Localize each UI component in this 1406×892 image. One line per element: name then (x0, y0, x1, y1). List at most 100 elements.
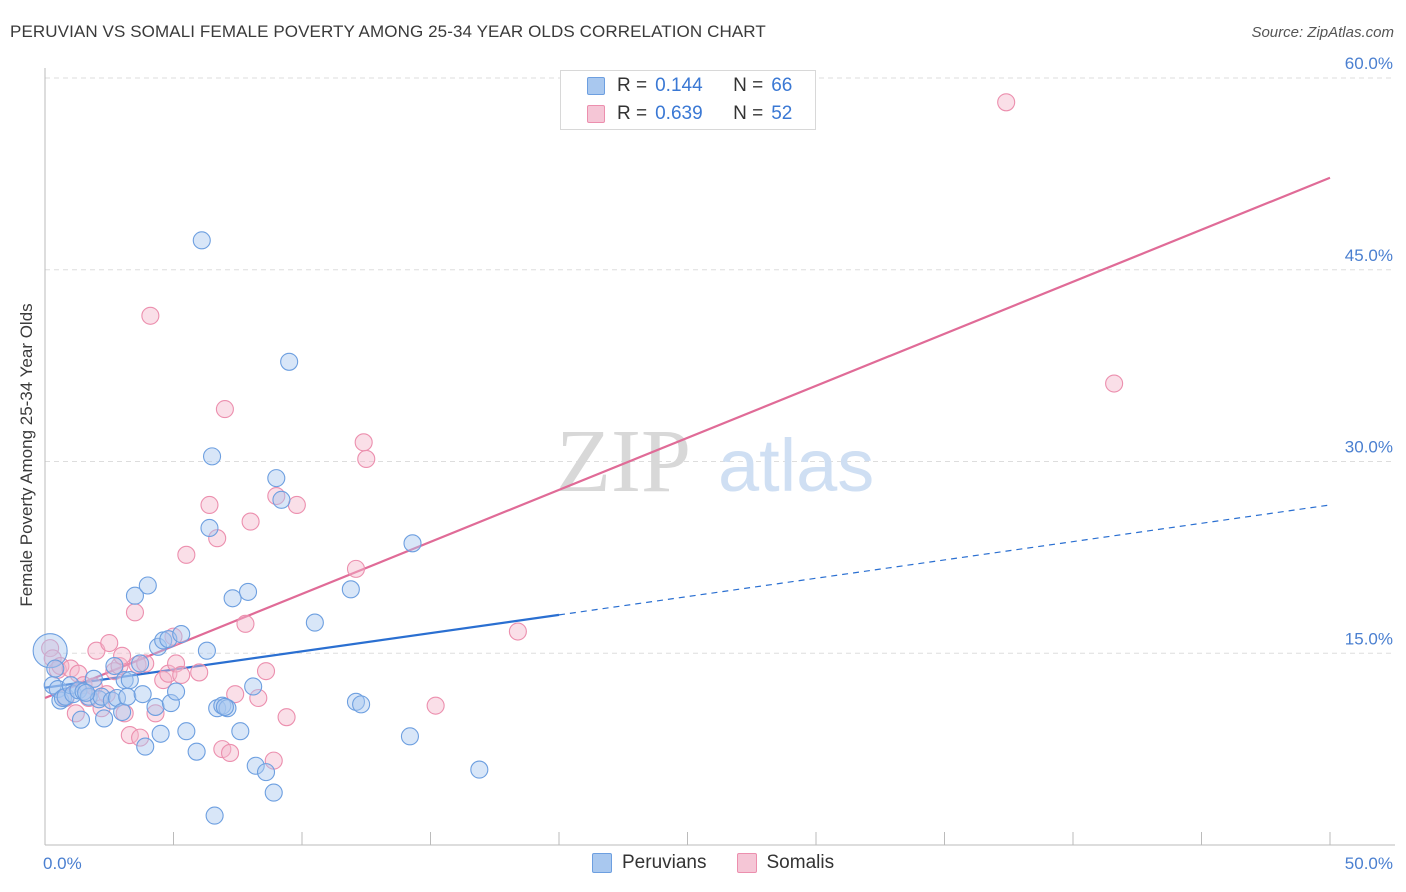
point-somalis (113, 646, 132, 665)
point-peruvians (400, 727, 419, 746)
point-somalis (136, 654, 155, 673)
point-peruvians (197, 641, 216, 660)
stats-legend: R = 0.144 N = 66 R = 0.639 N = 52 (560, 70, 816, 130)
y-tick-label: 30.0% (1345, 438, 1393, 457)
point-somalis (287, 495, 306, 515)
point-somalis (41, 639, 60, 658)
point-peruvians (231, 722, 250, 741)
point-peruvians (200, 518, 219, 538)
point-peruvians (151, 724, 170, 743)
y-tick-label: 45.0% (1345, 246, 1393, 265)
trend-lines (44, 176, 1331, 700)
legend-swatch-peruvians (587, 77, 605, 95)
point-peruvians (264, 783, 283, 802)
legend-swatch-somalis (736, 853, 757, 873)
x-tick-label: 0.0% (43, 854, 82, 873)
point-peruvians (192, 231, 211, 250)
axes (44, 68, 1395, 846)
point-somalis (346, 559, 366, 578)
point-somalis (159, 664, 178, 683)
point-peruvians (102, 691, 121, 710)
source-label: Source: ZipAtlas.com (1251, 24, 1394, 41)
point-peruvians (120, 671, 139, 690)
point-peruvians (215, 697, 234, 716)
point-somalis (131, 728, 150, 747)
point-peruvians (208, 699, 227, 718)
point-peruvians (146, 697, 165, 716)
point-somalis (177, 545, 196, 564)
chart-title: PERUVIAN VS SOMALI FEMALE POVERTY AMONG … (10, 22, 766, 41)
y-tick-label: 60.0% (1345, 54, 1393, 73)
legend-n-value: 52 (771, 103, 793, 124)
point-peruvians (167, 682, 186, 701)
point-somalis (172, 665, 191, 685)
point-somalis (167, 654, 186, 673)
legend-n-label: N = (733, 75, 764, 96)
point-peruvians (280, 352, 299, 371)
point-peruvians (125, 586, 144, 605)
point-peruvians (32, 633, 68, 669)
point-peruvians (203, 447, 222, 466)
legend-row-peruvians: R = 0.144 N = 66 (587, 74, 792, 98)
watermark: ZIP atlas (556, 412, 874, 511)
point-somalis (120, 726, 139, 745)
point-peruvians (161, 694, 180, 713)
point-somalis (277, 708, 296, 727)
point-somalis (105, 662, 124, 681)
point-peruvians (470, 760, 489, 779)
point-peruvians (256, 763, 276, 782)
point-somalis (256, 662, 276, 681)
point-peruvians (172, 625, 191, 644)
point-peruvians (77, 683, 96, 702)
point-somalis (508, 622, 527, 641)
watermark-zip: ZIP (556, 412, 691, 511)
point-somalis (125, 603, 144, 622)
point-somalis (208, 529, 227, 548)
point-peruvians (205, 806, 224, 825)
point-peruvians (131, 654, 150, 673)
point-somalis (43, 649, 62, 668)
point-somalis (426, 696, 445, 715)
point-peruvians (272, 490, 291, 509)
legend-n-value: 66 (771, 75, 793, 96)
legend-swatch-peruvians (592, 853, 612, 873)
watermark-atlas: atlas (718, 424, 874, 507)
legend-item-peruvians[interactable]: Peruvians (592, 852, 707, 874)
legend-r-label: R = (617, 75, 648, 96)
points-peruvians (32, 231, 489, 825)
trend-line-peruvians (44, 613, 560, 689)
point-somalis (354, 433, 373, 452)
x-tick-labels: 0.0% 50.0% (43, 854, 1393, 873)
point-peruvians (244, 677, 263, 696)
y-tick-label: 15.0% (1345, 629, 1393, 648)
series-legend: Peruvians Somalis (592, 852, 864, 874)
legend-label-peruvians: Peruvians (622, 852, 707, 873)
point-peruvians (113, 703, 132, 722)
point-somalis (997, 93, 1016, 112)
point-somalis (51, 656, 70, 676)
legend-item-somalis[interactable]: Somalis (736, 852, 834, 874)
point-somalis (241, 512, 260, 531)
grid-lines (45, 77, 1395, 654)
legend-r-label: R = (617, 103, 648, 124)
trend-extension-peruvians (558, 504, 1331, 616)
point-peruvians (238, 582, 258, 601)
trend-line-somalis (44, 176, 1331, 700)
point-somalis (146, 704, 165, 723)
legend-n-label: N = (733, 103, 764, 124)
point-somalis (249, 688, 268, 708)
y-tick-labels: 15.0% 30.0% 45.0% 60.0% (1345, 54, 1393, 648)
legend-r-value: 0.639 (655, 103, 703, 124)
point-somalis (100, 633, 119, 653)
point-somalis (236, 614, 255, 633)
legend-row-somalis: R = 0.639 N = 52 (587, 102, 792, 126)
point-peruvians (133, 685, 152, 704)
point-peruvians (341, 580, 360, 599)
point-somalis (215, 400, 234, 419)
point-somalis (200, 495, 219, 515)
point-peruvians (352, 695, 371, 714)
x-tick-label: 50.0% (1345, 854, 1393, 873)
point-peruvians (246, 756, 265, 775)
point-peruvians (403, 534, 422, 553)
